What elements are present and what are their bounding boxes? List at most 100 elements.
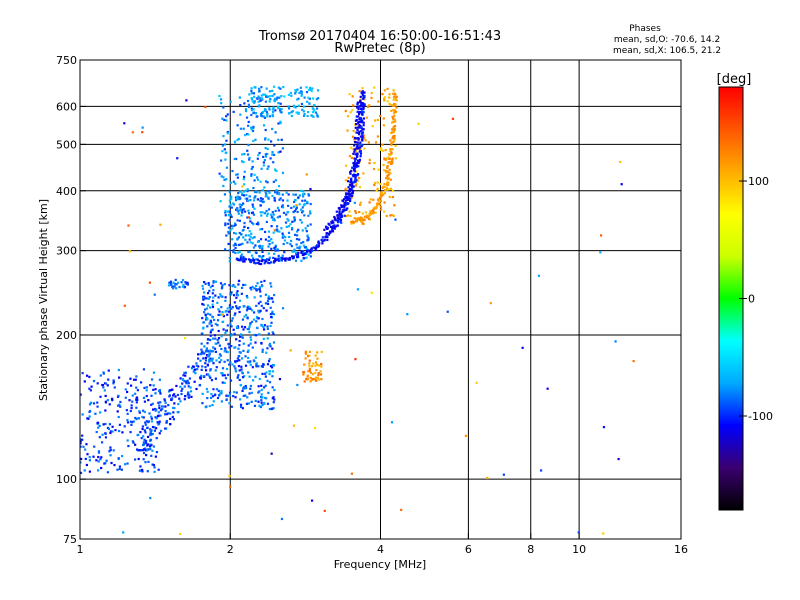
- data-point-cluster-2: [246, 350, 249, 353]
- data-point-cluster-2: [271, 331, 274, 334]
- data-point-cluster-4: [293, 250, 296, 253]
- data-point-cluster-0: [111, 430, 114, 433]
- data-point-cluster-1: [164, 405, 167, 408]
- data-point-cluster-0: [80, 457, 83, 461]
- data-point-trace-0: [361, 103, 364, 107]
- data-point-cluster-8: [375, 189, 378, 192]
- data-point-cluster-0: [135, 396, 139, 399]
- data-point-cluster-5: [239, 190, 242, 193]
- data-point-cluster-2: [235, 296, 238, 299]
- data-point-cluster-6: [289, 91, 292, 95]
- data-point-cluster-0: [109, 454, 112, 457]
- data-point-cluster-4: [304, 227, 307, 230]
- data-point-cluster-6: [312, 104, 316, 107]
- data-point-cluster-2: [233, 301, 236, 304]
- data-point-cluster-2: [217, 389, 220, 392]
- data-point-cluster-3: [175, 283, 178, 286]
- data-point-cluster-4: [286, 199, 289, 202]
- data-point-trace-2: [392, 92, 395, 95]
- data-point-trace-2: [394, 93, 397, 96]
- data-point-cluster-2: [230, 325, 233, 328]
- data-point-cluster-0: [117, 457, 120, 460]
- data-point-cluster-5: [277, 151, 280, 154]
- data-point-cluster-8: [373, 181, 377, 185]
- data-point-cluster-8: [344, 179, 347, 182]
- data-point-trace-2: [392, 115, 396, 118]
- data-point-cluster-4: [275, 228, 278, 231]
- data-point-trace-1: [355, 115, 358, 118]
- data-point-cluster-4: [289, 239, 293, 243]
- data-point-cluster-7: [304, 350, 307, 353]
- data-point-cluster-4: [246, 197, 249, 200]
- data-point-cluster-0: [132, 378, 136, 381]
- data-point-trace-2: [368, 213, 371, 216]
- data-point-cluster-4: [267, 230, 271, 233]
- data-point-cluster-7: [313, 378, 316, 381]
- data-point-cluster-2: [246, 396, 249, 399]
- data-point-cluster-2: [206, 363, 210, 366]
- data-point-cluster-2: [249, 384, 253, 388]
- data-point-cluster-4: [225, 234, 228, 237]
- data-point-cluster-2: [214, 350, 218, 353]
- data-point-cluster-0: [84, 448, 87, 451]
- data-point-cluster-5: [247, 124, 250, 127]
- data-point-cluster-9: [599, 234, 603, 237]
- data-point-trace-2: [392, 125, 395, 129]
- data-point-cluster-6: [311, 114, 314, 118]
- data-point-cluster-2: [262, 307, 265, 310]
- data-point-cluster-8: [344, 215, 348, 218]
- data-point-cluster-2: [223, 360, 226, 363]
- data-point-cluster-0: [130, 407, 133, 410]
- data-point-trace-1: [349, 171, 352, 174]
- data-point-cluster-6: [307, 96, 310, 99]
- data-point-trace-2: [394, 120, 397, 123]
- data-point-cluster-5: [243, 152, 246, 156]
- data-point-cluster-0: [144, 461, 147, 464]
- data-point-cluster-2: [201, 284, 204, 288]
- data-point-cluster-4: [292, 211, 295, 214]
- data-point-cluster-7: [308, 350, 311, 353]
- data-point-cluster-4: [281, 206, 285, 209]
- data-point-cluster-5: [263, 186, 266, 189]
- data-point-cluster-2: [212, 400, 215, 403]
- data-point-cluster-2: [249, 307, 252, 310]
- data-point-cluster-2: [248, 331, 251, 334]
- data-point-cluster-4: [270, 213, 273, 216]
- data-point-cluster-1: [194, 372, 197, 375]
- data-point-cluster-4: [259, 204, 262, 207]
- data-point-cluster-0: [88, 470, 91, 473]
- data-point-cluster-1: [146, 420, 149, 424]
- data-point-cluster-8: [346, 129, 349, 132]
- data-point-cluster-7: [314, 364, 317, 367]
- data-point-cluster-0: [90, 385, 93, 388]
- data-point-cluster-7: [315, 369, 318, 372]
- data-point-cluster-0: [104, 401, 108, 404]
- data-point-trace-0: [237, 258, 240, 262]
- data-point-trace-2: [356, 219, 359, 222]
- data-point-cluster-0: [93, 445, 96, 448]
- data-point-cluster-5: [251, 129, 255, 133]
- data-point-cluster-4: [258, 191, 261, 194]
- data-point-cluster-2: [230, 344, 233, 348]
- data-point-cluster-5: [239, 103, 242, 107]
- data-point-cluster-0: [99, 411, 102, 414]
- data-point-cluster-4: [228, 249, 231, 252]
- data-point-cluster-2: [221, 320, 225, 323]
- data-point-cluster-2: [268, 358, 271, 361]
- data-point-cluster-4: [293, 220, 296, 223]
- data-point-cluster-4: [232, 202, 235, 205]
- data-point-cluster-5: [236, 124, 239, 127]
- data-point-trace-0: [296, 255, 299, 259]
- data-point-cluster-4: [228, 205, 231, 208]
- data-point-cluster-0: [118, 423, 121, 426]
- data-point-cluster-1: [155, 437, 158, 440]
- data-point-cluster-1: [142, 448, 146, 451]
- data-point-cluster-2: [242, 387, 245, 390]
- data-point-cluster-0: [111, 397, 114, 400]
- data-point-cluster-2: [223, 374, 226, 377]
- data-point-cluster-7: [312, 362, 315, 365]
- data-point-cluster-6: [297, 112, 301, 115]
- data-point-cluster-5: [279, 120, 282, 123]
- data-point-cluster-2: [238, 351, 241, 354]
- data-point-cluster-8: [391, 195, 394, 199]
